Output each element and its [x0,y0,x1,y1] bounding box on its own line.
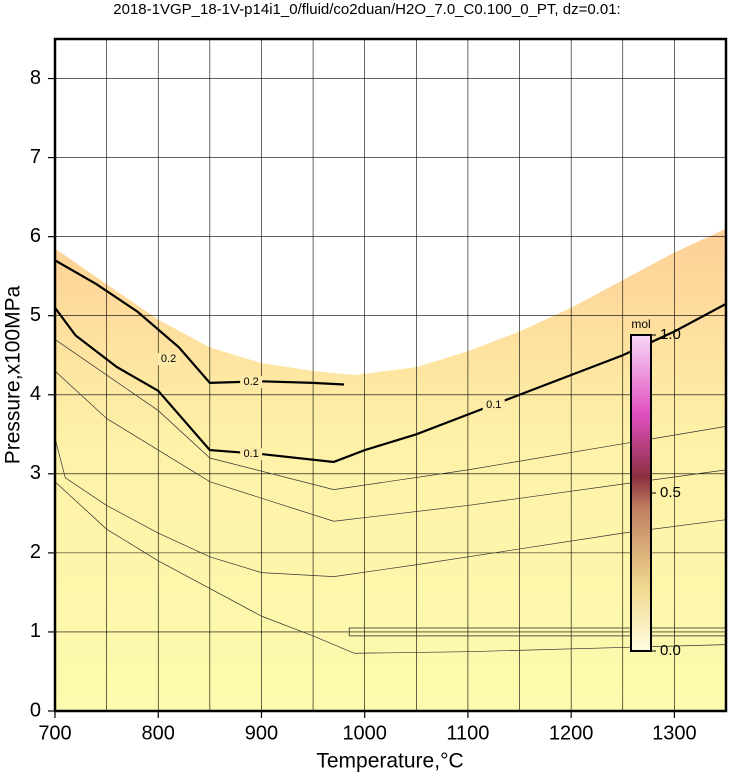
colorbar-tick-label: 1.0 [660,326,681,343]
x-tick-label: 1000 [342,722,387,744]
y-axis-label: Pressure,x100MPa [2,285,25,464]
y-tick-label: 5 [30,304,41,326]
x-tick-label: 1100 [446,722,489,744]
contour-line [55,302,726,464]
chart-title: 2018-1VGP_18-1V-p14i1_0/fluid/co2duan/H2… [113,1,620,18]
x-tick-label: 800 [142,722,175,744]
y-tick-label: 7 [30,146,41,168]
contour-line [55,438,726,577]
x-tick-label: 1200 [549,722,594,744]
colorbar-tick-label: 0.5 [660,484,681,501]
contour-label-bg [157,353,180,366]
x-tick-label: 1300 [652,722,697,744]
plot-area: 0.2 0.2 0.1 0.1 [55,39,726,711]
contour-label: 0.2 [161,353,176,365]
y-tick-label: 1 [30,620,41,642]
x-tick-label: 900 [245,722,278,744]
contour-label-bg [240,448,263,461]
band [348,627,726,637]
x-tick-label: 700 [38,722,71,744]
contour-line [55,259,345,386]
contour-label: 0.1 [243,448,258,460]
axes: 700 800 900 1000 1100 1200 1300 0 1 2 3 4 5 6 7 8 mol 0.0… [30,37,728,744]
contour-line [55,370,726,522]
contour-label-bg [240,376,263,389]
contour-label: 0.2 [243,376,258,388]
plot-frame [53,37,728,713]
y-tick-label: 3 [30,462,41,484]
y-tick-label: 2 [30,541,41,563]
y-tick-label: 6 [30,225,41,247]
colorbar [630,334,652,652]
contour-label: 0.1 [486,399,501,411]
x-axis-label: Temperature,°C [316,750,463,773]
stability-field [55,228,726,711]
y-tick-label: 4 [30,383,41,405]
y-tick-label: 8 [30,67,41,89]
contour-line [55,339,726,490]
colorbar-tick-label: 0.0 [660,642,681,659]
y-tick-label: 0 [30,699,41,721]
contour-label-bg [482,399,505,412]
contour-line [55,481,726,654]
colorbar-label: mol [631,317,650,331]
